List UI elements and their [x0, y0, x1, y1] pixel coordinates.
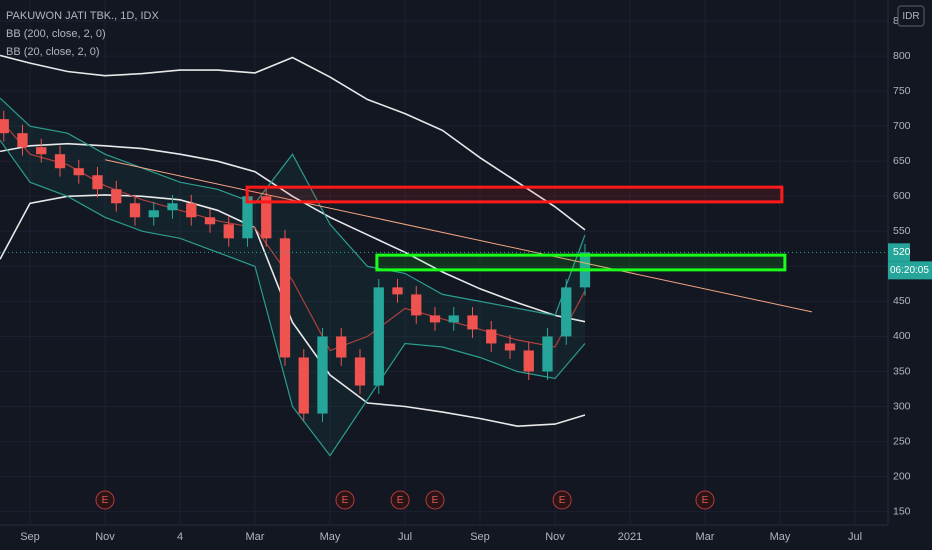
candle-body	[54, 154, 66, 169]
zone-rect	[245, 185, 784, 204]
currency-label: IDR	[902, 11, 919, 22]
x-tick-label: 4	[177, 531, 183, 543]
earnings-marker	[335, 490, 355, 510]
y-tick-label: 700	[893, 120, 911, 132]
x-tick-label: Mar	[246, 531, 265, 543]
candle-body	[542, 336, 553, 372]
x-tick-label: Jul	[848, 531, 862, 543]
candle-body	[92, 175, 103, 190]
x-tick-label: Mar	[696, 531, 715, 543]
earnings-marker	[425, 490, 445, 510]
legend-bb20: BB (20, close, 2, 0)	[6, 46, 100, 58]
candle-body	[392, 287, 403, 295]
candle-body	[167, 203, 178, 211]
candle-body	[261, 196, 272, 239]
candle-body	[204, 217, 216, 225]
x-tick-label: Jul	[398, 531, 412, 543]
x-tick-label: Sep	[20, 531, 40, 543]
x-tick-label: 2021	[618, 531, 642, 543]
candle-body	[298, 357, 309, 414]
legend-bb200: BB (200, close, 2, 0)	[6, 28, 106, 40]
candle-body	[36, 147, 47, 155]
candle-body	[429, 315, 441, 323]
candle-body	[223, 224, 234, 239]
candle-body	[373, 287, 384, 386]
x-tick-label: Nov	[545, 531, 565, 543]
earnings-marker	[552, 490, 572, 510]
candle-body	[186, 203, 197, 218]
x-tick-label: May	[770, 531, 791, 543]
x-tick-label: Sep	[470, 531, 490, 543]
y-tick-label: 350	[893, 365, 911, 377]
candle-body	[129, 203, 141, 218]
candle-body	[523, 350, 534, 372]
candle-body	[411, 294, 422, 316]
candle-body	[467, 315, 478, 330]
candle-body	[504, 343, 516, 351]
earnings-label: E	[102, 495, 109, 506]
y-tick-label: 200	[893, 470, 911, 482]
axes: 1502002503003504004505005506006507007508…	[20, 15, 932, 543]
zone-rect	[375, 253, 787, 272]
y-tick-label: 750	[893, 85, 911, 97]
bb20-fill	[0, 98, 585, 456]
candle-body	[279, 238, 291, 358]
earnings-label: E	[702, 495, 709, 506]
candle-body	[73, 168, 84, 176]
earnings-label: E	[559, 495, 566, 506]
indicator-line	[0, 139, 586, 457]
earnings-marker	[695, 490, 715, 510]
earnings-label: E	[397, 495, 404, 506]
y-tick-label: 550	[893, 225, 911, 237]
legend-symbol: PAKUWON JATI TBK., 1D, IDX	[6, 10, 159, 22]
indicator-line	[0, 97, 586, 317]
indicator-line	[0, 142, 586, 323]
candle-body	[336, 336, 347, 358]
candle-body	[17, 133, 28, 148]
candle-body	[0, 119, 9, 134]
countdown-label: 06:20:05	[890, 265, 929, 276]
earnings-label: E	[342, 495, 349, 506]
currency-badge[interactable]	[897, 5, 925, 27]
y-tick-label: 400	[893, 330, 911, 342]
y-tick-label: 300	[893, 400, 911, 412]
candle-body	[111, 189, 122, 204]
y-tick-label: 450	[893, 295, 911, 307]
candle-body	[486, 329, 497, 344]
candle-body	[561, 287, 572, 337]
candle-body	[148, 210, 159, 218]
candle-body	[448, 315, 459, 323]
y-tick-label: 250	[893, 435, 911, 447]
countdown-badge	[888, 261, 932, 280]
candle-body	[317, 336, 328, 414]
trend-line	[104, 159, 813, 313]
y-tick-label: 150	[893, 505, 911, 517]
y-tick-label: 800	[893, 50, 911, 62]
candle-body	[242, 196, 253, 239]
x-tick-label: Nov	[95, 531, 115, 543]
x-tick-label: May	[320, 531, 341, 543]
last-price-label: 520	[893, 246, 911, 258]
y-tick-label: 600	[893, 190, 911, 202]
candle-body	[354, 357, 366, 386]
y-tick-label: 650	[893, 155, 911, 167]
indicator-line	[0, 194, 586, 428]
earnings-label: E	[432, 495, 439, 506]
last-price-badge	[888, 243, 910, 262]
earnings-marker	[95, 490, 115, 510]
earnings-marker	[390, 490, 410, 510]
indicator-line	[0, 54, 586, 231]
